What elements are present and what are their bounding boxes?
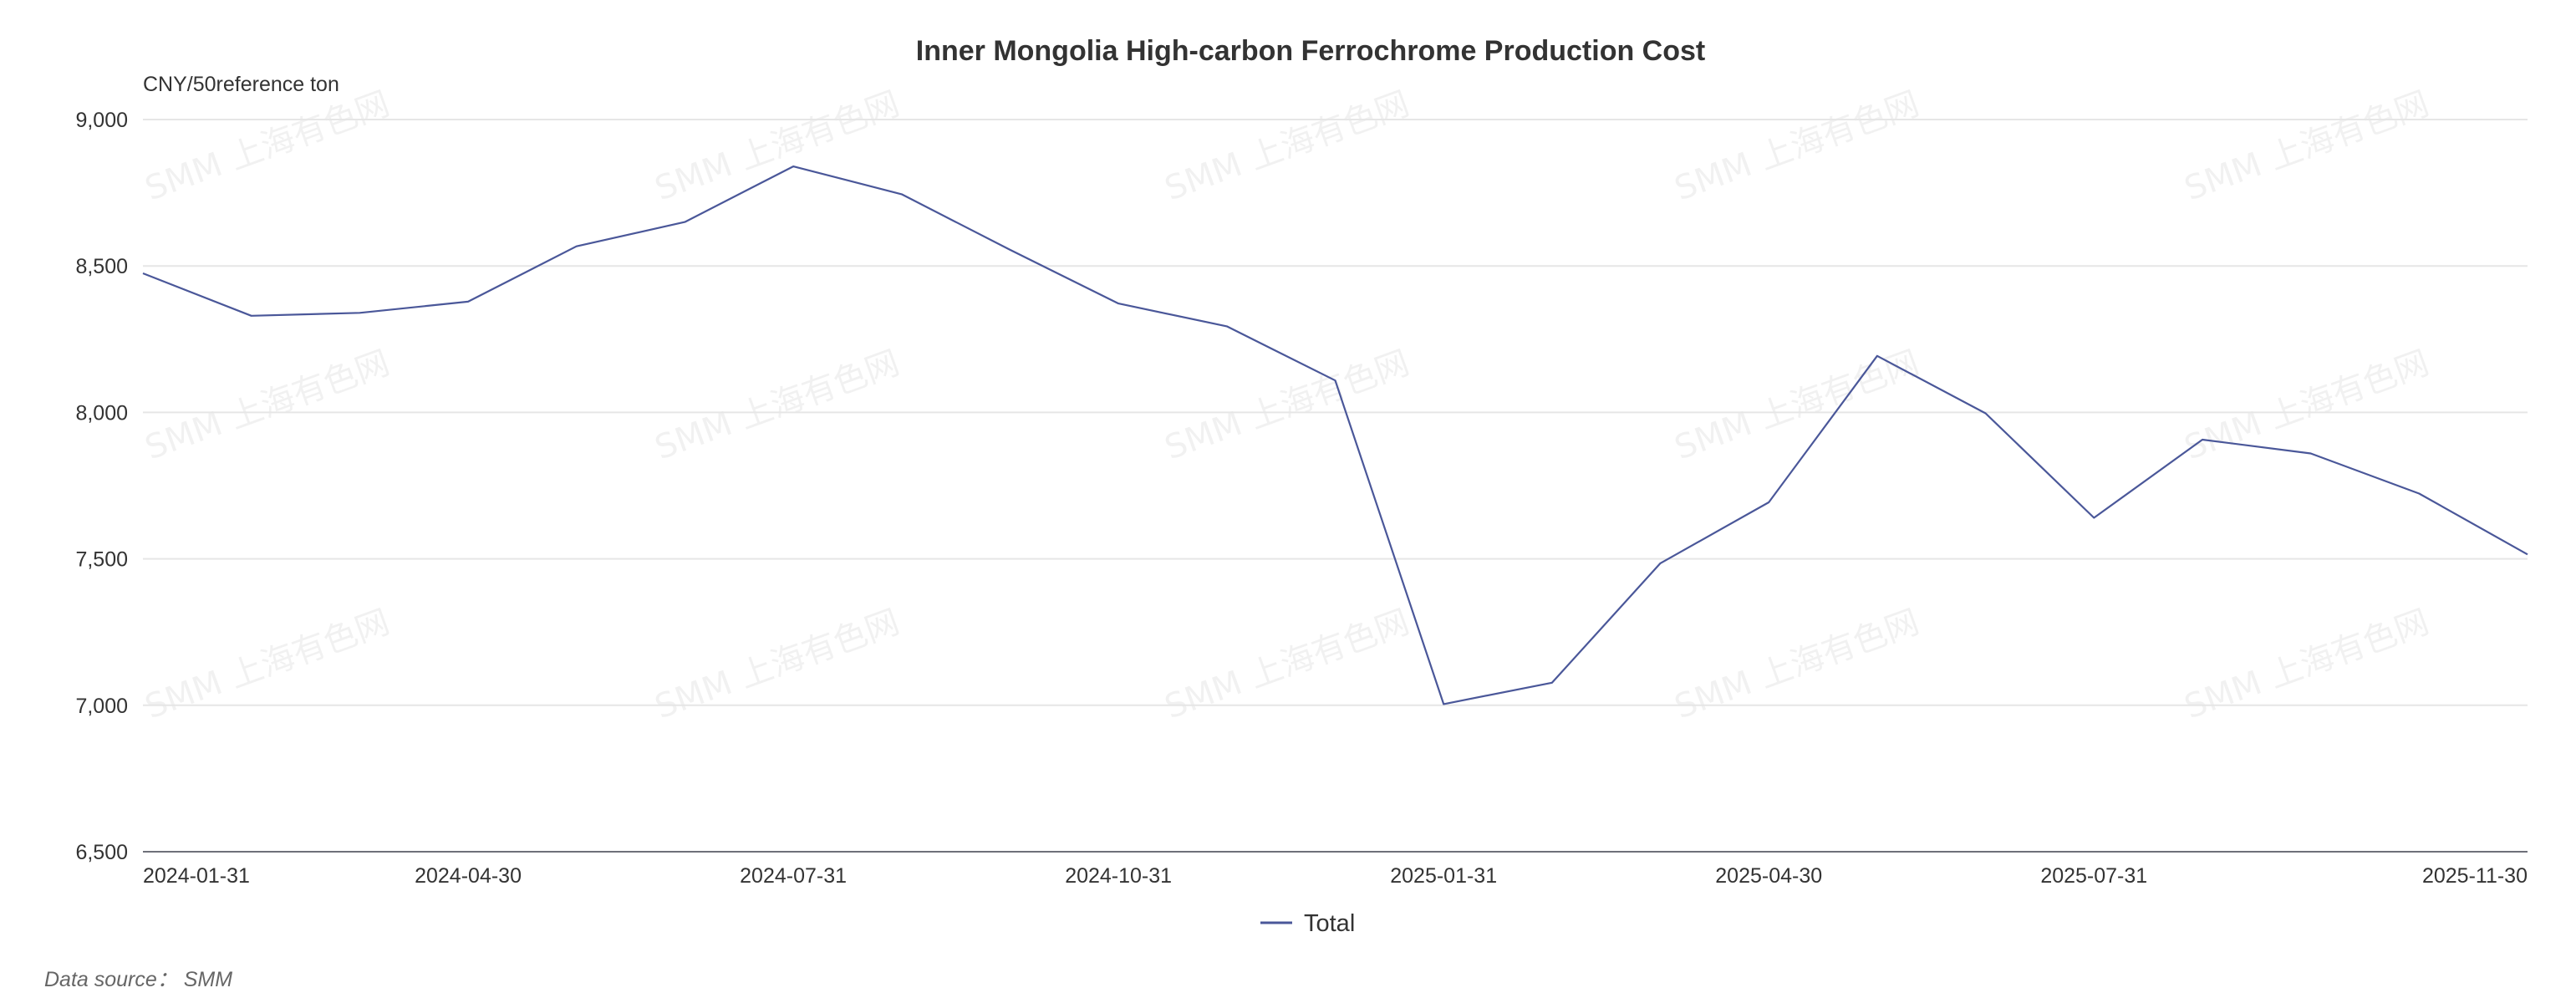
watermark-text: SMM 上海有色网 xyxy=(140,344,395,467)
watermark-text: SMM 上海有色网 xyxy=(1670,344,1924,467)
y-tick-label: 8,000 xyxy=(75,401,128,425)
gridlines xyxy=(143,119,2528,706)
y-tick-label: 9,000 xyxy=(75,109,128,132)
watermark-text: SMM 上海有色网 xyxy=(650,603,904,726)
watermark-text: SMM 上海有色网 xyxy=(1670,603,1924,726)
data-source-note: Data source： SMM xyxy=(44,968,232,991)
series-line-total xyxy=(142,165,2528,705)
watermark-text: SMM 上海有色网 xyxy=(1160,84,1414,208)
watermark-text: SMM 上海有色网 xyxy=(1160,603,1414,726)
y-tick-label: 7,500 xyxy=(75,548,128,572)
watermark-text: SMM 上海有色网 xyxy=(2180,84,2434,208)
watermark-text: SMM 上海有色网 xyxy=(140,84,395,208)
y-tick-label: 6,500 xyxy=(75,841,128,864)
x-tick-label: 2025-11-30 xyxy=(2422,864,2528,888)
x-tick-label: 2024-07-31 xyxy=(740,864,847,888)
y-axis-unit-label: CNY/50reference ton xyxy=(143,73,339,96)
watermark-text: SMM 上海有色网 xyxy=(2180,603,2434,726)
y-tick-label: 8,500 xyxy=(75,255,128,278)
watermark-text: SMM 上海有色网 xyxy=(650,84,904,208)
watermark-layer: SMM 上海有色网 SMM 上海有色网 SMM 上海有色网 SMM 上海有色网 SMM … xyxy=(140,84,2434,726)
x-tick-label: 2025-07-31 xyxy=(2040,864,2147,888)
x-tick-label: 2024-04-30 xyxy=(415,864,522,888)
watermark-text: SMM 上海有色网 xyxy=(2180,344,2434,467)
legend[interactable]: Total xyxy=(1260,910,1355,937)
chart-title: Inner Mongolia High-carbon Ferrochrome P… xyxy=(916,35,1705,67)
watermark-text: SMM 上海有色网 xyxy=(1670,84,1924,208)
x-tick-label: 2024-01-31 xyxy=(143,864,250,888)
x-axis-ticks: 2024-01-31 2024-04-30 2024-07-31 2024-10-31… xyxy=(143,864,2528,888)
watermark-text: SMM 上海有色网 xyxy=(1160,344,1414,467)
y-tick-label: 7,000 xyxy=(75,695,128,718)
x-tick-label: 2024-10-31 xyxy=(1065,864,1172,888)
x-tick-label: 2025-04-30 xyxy=(1715,864,1822,888)
watermark-text: SMM 上海有色网 xyxy=(140,603,395,726)
y-axis-ticks: 6,500 7,000 7,500 8,000 8,500 9,000 xyxy=(75,109,128,864)
watermark-text: SMM 上海有色网 xyxy=(650,344,904,467)
series-layer xyxy=(142,165,2528,705)
legend-label-total: Total xyxy=(1304,910,1355,937)
x-tick-label: 2025-01-31 xyxy=(1390,864,1497,888)
